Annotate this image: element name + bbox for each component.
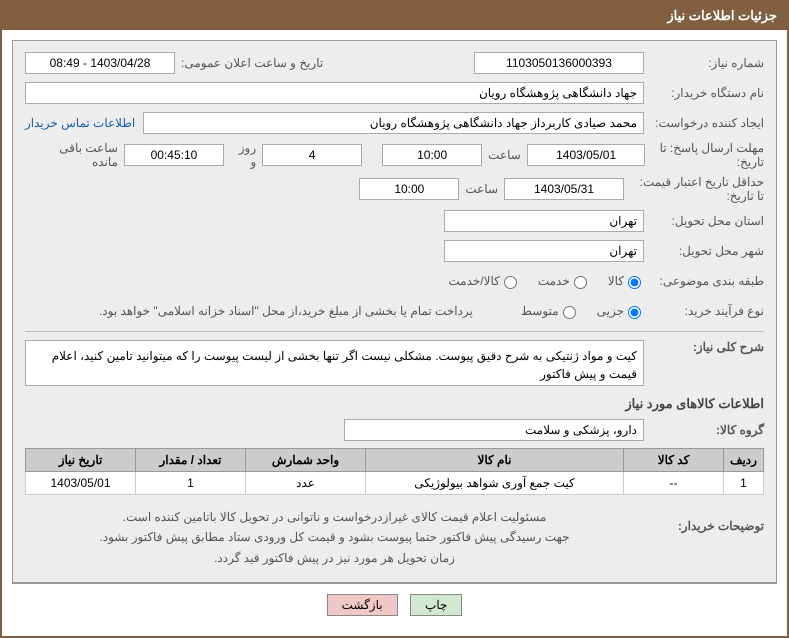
items-table: ردیف کد کالا نام کالا واحد شمارش تعداد /…	[25, 448, 764, 495]
field-product-group: دارو، پزشکی و سلامت	[344, 419, 644, 441]
td-idx: 1	[724, 472, 764, 495]
td-code: --	[624, 472, 724, 495]
main-panel: جزئیات اطلاعات نیاز AriaTender.net شماره…	[0, 0, 789, 638]
th-idx: ردیف	[724, 449, 764, 472]
print-button[interactable]: چاپ	[410, 594, 462, 616]
back-button[interactable]: بازگشت	[327, 594, 398, 616]
th-date: تاریخ نیاز	[26, 449, 136, 472]
field-buyer-notes: مسئولیت اعلام قیمت کالای غیرازدرخواست و …	[25, 503, 644, 572]
label-product-group: گروه کالا:	[644, 423, 764, 437]
contact-buyer-link[interactable]: اطلاعات تماس خریدار	[25, 116, 135, 130]
payment-note: پرداخت تمام یا بخشی از مبلغ خرید،از محل …	[99, 304, 473, 318]
label-city: شهر محل تحویل:	[644, 244, 764, 258]
td-date: 1403/05/01	[26, 472, 136, 495]
label-time-2: ساعت	[465, 182, 498, 196]
label-category: طبقه بندی موضوعی:	[644, 274, 764, 288]
field-request-number: 1103050136000393	[474, 52, 644, 74]
process-radio-group: جزیی متوسط	[503, 303, 644, 319]
field-general-desc[interactable]: کیت و مواد ژنتیکی به شرح دقیق پیوست. مشک…	[25, 340, 644, 386]
label-announce-datetime: تاریخ و ساعت اعلان عمومی:	[181, 56, 323, 70]
label-request-number: شماره نیاز:	[644, 56, 764, 70]
content-area: AriaTender.net شماره نیاز: 1103050136000…	[2, 30, 787, 636]
th-name: نام کالا	[366, 449, 624, 472]
label-days-and: روز و	[230, 141, 256, 169]
label-buyer-notes: توضیحات خریدار:	[644, 503, 764, 533]
label-time-1: ساعت	[488, 148, 521, 162]
table-row: 1 -- کیت جمع آوری شواهد بیولوژیکی عدد 1 …	[26, 472, 764, 495]
field-remaining-days: 4	[262, 144, 362, 166]
form-box: شماره نیاز: 1103050136000393 تاریخ و ساع…	[12, 40, 777, 583]
button-bar: چاپ بازگشت	[12, 583, 777, 626]
panel-title: جزئیات اطلاعات نیاز	[2, 2, 787, 30]
label-remaining: ساعت باقی مانده	[31, 141, 118, 169]
radio-goods-service[interactable]: کالا/خدمت	[448, 273, 519, 289]
label-price-validity: حداقل تاریخ اعتبار قیمت: تا تاریخ:	[624, 175, 764, 203]
field-validity-time: 10:00	[359, 178, 459, 200]
field-province: تهران	[444, 210, 644, 232]
field-requester: محمد صیادی کاربرداز جهاد دانشگاهی پژوهشگ…	[143, 112, 644, 134]
th-code: کد کالا	[624, 449, 724, 472]
field-announce-datetime: 1403/04/28 - 08:49	[25, 52, 175, 74]
table-header-row: ردیف کد کالا نام کالا واحد شمارش تعداد /…	[26, 449, 764, 472]
th-qty: تعداد / مقدار	[136, 449, 246, 472]
radio-partial[interactable]: جزیی	[597, 303, 644, 319]
field-response-date: 1403/05/01	[527, 144, 646, 166]
field-city: تهران	[444, 240, 644, 262]
label-process: نوع فرآیند خرید:	[644, 304, 764, 318]
td-name: کیت جمع آوری شواهد بیولوژیکی	[366, 472, 624, 495]
field-response-time: 10:00	[382, 144, 482, 166]
th-unit: واحد شمارش	[246, 449, 366, 472]
label-buyer-org: نام دستگاه خریدار:	[644, 86, 764, 100]
section-items-info: اطلاعات کالاهای مورد نیاز	[25, 396, 764, 412]
td-qty: 1	[136, 472, 246, 495]
label-province: استان محل تحویل:	[644, 214, 764, 228]
field-remaining-time: 00:45:10	[124, 144, 224, 166]
radio-goods[interactable]: کالا	[608, 273, 644, 289]
td-unit: عدد	[246, 472, 366, 495]
field-validity-date: 1403/05/31	[504, 178, 624, 200]
radio-medium[interactable]: متوسط	[521, 303, 579, 319]
label-general-desc: شرح کلی نیاز:	[644, 340, 764, 354]
label-response-deadline: مهلت ارسال پاسخ: تا تاریخ:	[645, 141, 764, 169]
label-requester: ایجاد کننده درخواست:	[644, 116, 764, 130]
category-radio-group: کالا خدمت کالا/خدمت	[430, 273, 644, 289]
field-buyer-org: جهاد دانشگاهی پژوهشگاه رویان	[25, 82, 644, 104]
radio-service[interactable]: خدمت	[538, 273, 590, 289]
